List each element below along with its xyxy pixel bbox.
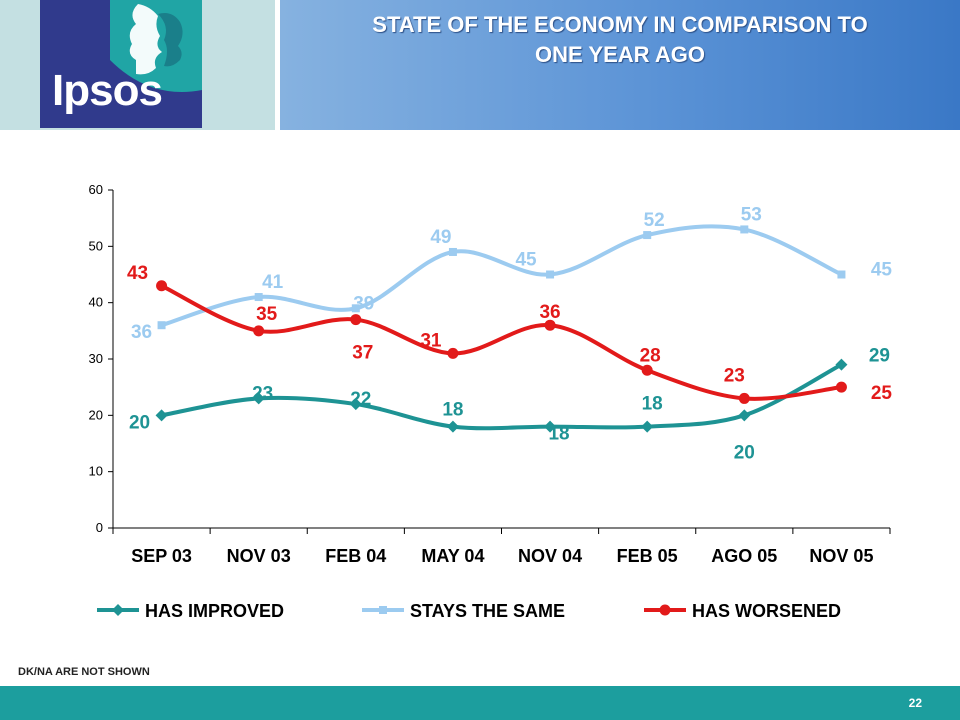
data-point-improved — [738, 409, 751, 422]
data-label-same: 53 — [741, 204, 762, 225]
header: Ipsos STATE OF THE ECONOMY IN COMPARISON… — [0, 0, 960, 130]
data-point-same — [448, 247, 457, 256]
data-point-improved — [155, 409, 168, 422]
data-label-improved: 29 — [869, 346, 890, 367]
data-label-improved: 22 — [350, 389, 371, 410]
y-tick-label: 20 — [89, 407, 103, 422]
title-line-1: STATE OF THE ECONOMY IN COMPARISON TO — [372, 12, 868, 37]
y-tick-label: 10 — [89, 464, 103, 479]
data-label-improved: 23 — [252, 383, 273, 404]
line-chart: 0 10 20 30 40 50 60 SEP 03 NOV 03 FEB 04 MAY 04 NOV… — [89, 182, 893, 621]
legend-marker-improved — [112, 604, 124, 616]
data-point-same — [546, 270, 555, 279]
data-label-same: 49 — [430, 227, 451, 248]
x-category-label: FEB 05 — [617, 546, 678, 566]
x-category-label: SEP 03 — [131, 546, 192, 566]
y-tick-label: 30 — [89, 351, 103, 366]
data-label-same: 36 — [131, 322, 152, 343]
data-label-worsened: 25 — [871, 383, 893, 404]
data-label-same: 52 — [644, 210, 665, 231]
legend-label-same: STAYS THE SAME — [410, 601, 565, 621]
data-label-improved: 18 — [442, 400, 463, 421]
x-category-label: NOV 05 — [809, 546, 873, 566]
legend-label-improved: HAS IMPROVED — [145, 601, 284, 621]
logo-panel: Ipsos — [0, 0, 275, 130]
data-point-worsened — [447, 347, 459, 359]
data-point-worsened — [253, 325, 265, 337]
y-tick-label: 60 — [89, 182, 103, 197]
data-point-worsened — [738, 392, 750, 404]
page-number: 22 — [908, 696, 922, 710]
chart-legend: HAS IMPROVED STAYS THE SAME HAS WORSENED — [97, 601, 841, 621]
data-point-worsened — [641, 364, 653, 376]
data-label-worsened: 36 — [539, 302, 560, 323]
logo-wordmark: Ipsos — [52, 66, 163, 115]
chart-data-labels: 36 41 39 49 45 52 53 45 20 23 22 18 18 18 20 29 43 35 37 31… — [127, 204, 892, 463]
data-point-improved — [544, 420, 557, 433]
data-label-worsened: 28 — [640, 345, 661, 366]
data-label-improved: 18 — [548, 424, 569, 445]
data-point-worsened — [544, 319, 556, 331]
data-point-worsened — [156, 280, 168, 292]
chart-series — [155, 224, 848, 433]
legend-label-worsened: HAS WORSENED — [692, 601, 841, 621]
x-category-label: MAY 04 — [421, 546, 484, 566]
legend-marker-worsened — [659, 604, 671, 616]
data-label-worsened: 31 — [420, 330, 442, 351]
tree-face-icon — [110, 0, 202, 92]
data-point-improved — [349, 398, 362, 411]
legend-marker-same — [379, 606, 387, 614]
data-label-same: 45 — [515, 250, 537, 271]
data-point-same — [254, 293, 263, 302]
data-label-worsened: 23 — [724, 365, 745, 386]
data-label-same: 41 — [262, 272, 284, 293]
x-category-label: AGO 05 — [711, 546, 777, 566]
x-category-label: FEB 04 — [325, 546, 386, 566]
data-point-worsened — [835, 381, 847, 393]
data-label-same: 45 — [871, 260, 893, 281]
x-category-label: NOV 04 — [518, 546, 582, 566]
data-point-improved — [446, 420, 459, 433]
title-line-2: ONE YEAR AGO — [535, 42, 705, 67]
data-point-worsened — [350, 314, 362, 326]
series-line-worsened — [159, 283, 844, 401]
y-tick-label: 50 — [89, 238, 103, 253]
data-label-same: 39 — [353, 293, 374, 314]
y-tick-label: 40 — [89, 295, 103, 310]
data-point-improved — [641, 420, 654, 433]
data-label-improved: 20 — [129, 412, 150, 433]
data-point-same — [643, 231, 652, 240]
chart-axes: 0 10 20 30 40 50 60 SEP 03 NOV 03 FEB 04 MAY 04 NOV… — [89, 182, 891, 566]
data-point-improved — [252, 392, 265, 405]
data-point-improved — [835, 358, 848, 371]
ipsos-logo: Ipsos — [40, 0, 202, 128]
data-point-same — [837, 270, 846, 279]
x-category-label: NOV 03 — [227, 546, 291, 566]
title-panel: STATE OF THE ECONOMY IN COMPARISON TO ON… — [280, 0, 960, 130]
y-tick-label: 0 — [96, 520, 103, 535]
data-label-worsened: 35 — [256, 304, 278, 325]
data-point-same — [351, 304, 360, 313]
series-line-same — [159, 224, 844, 328]
footnote: DK/NA ARE NOT SHOWN — [18, 666, 150, 678]
data-label-improved: 20 — [734, 442, 755, 463]
data-point-same — [157, 321, 166, 330]
data-label-worsened: 37 — [352, 343, 373, 364]
data-label-improved: 18 — [642, 394, 663, 415]
data-label-worsened: 43 — [127, 263, 148, 284]
page-title: STATE OF THE ECONOMY IN COMPARISON TO ON… — [280, 10, 960, 70]
footer-bar: 22 — [0, 686, 960, 720]
data-point-same — [740, 225, 749, 234]
